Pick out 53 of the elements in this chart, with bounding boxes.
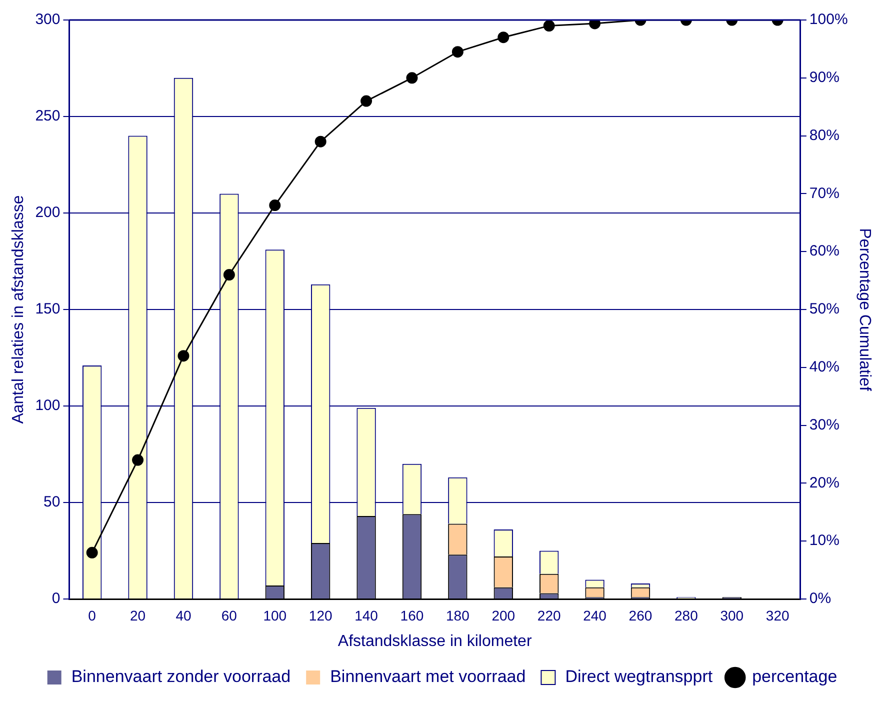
y2-tick-label: 90%: [809, 69, 840, 86]
point: [360, 95, 372, 107]
point: [452, 46, 464, 58]
y2-tick-label: 30%: [809, 416, 840, 434]
y-tick-label: 300: [35, 11, 60, 28]
point: [132, 454, 144, 466]
x-tick-label: 180: [446, 607, 470, 624]
x-tick-label: 40: [176, 607, 192, 624]
legend-label: percentage: [752, 667, 838, 686]
x-tick-label: 300: [720, 607, 744, 624]
y2-tick-label: 80%: [809, 126, 840, 144]
legend-label: Binnenvaart met voorraad: [330, 667, 526, 686]
y2-tick-label: 0%: [809, 590, 832, 608]
point: [86, 546, 98, 558]
point: [589, 20, 601, 30]
legend-label: Binnenvaart zonder voorraad: [71, 667, 291, 686]
legend-label: Direct wegtranspprt: [565, 667, 713, 686]
x-tick-label: 100: [263, 607, 287, 624]
point: [314, 136, 326, 148]
y-tick-label: 200: [35, 204, 60, 222]
x-tick-label: 220: [537, 607, 561, 624]
point: [406, 72, 418, 84]
x-tick-label: 60: [221, 607, 238, 624]
x-tick-label: 280: [674, 607, 698, 624]
x-tick-label: 240: [583, 607, 607, 624]
x-tick-label: 160: [400, 607, 424, 624]
y2-tick-label: 40%: [809, 358, 840, 376]
y2-tick-label: 20%: [809, 474, 840, 492]
y2-tick-label: 70%: [809, 184, 840, 202]
x-axis-title: Afstandsklasse in kilometer: [338, 632, 532, 650]
y-tick-label: 150: [35, 300, 60, 318]
y-tick-label: 0: [52, 590, 60, 608]
y-tick-label: 50: [44, 494, 60, 511]
y-tick-label: 250: [35, 108, 60, 125]
x-tick-label: 140: [354, 607, 378, 624]
x-tick-label: 260: [628, 607, 652, 624]
y-tick-label: 100: [35, 397, 60, 414]
y2-tick-label: 60%: [809, 242, 840, 260]
point: [223, 269, 235, 281]
y2-axis-title: Percentage Cumulatief: [856, 228, 873, 392]
y2-tick-label: 50%: [809, 300, 840, 318]
point: [543, 20, 555, 32]
point: [498, 32, 510, 44]
x-tick-label: 200: [492, 607, 516, 624]
x-tick-label: 320: [766, 607, 790, 624]
y2-tick-label: 100%: [809, 11, 848, 28]
x-tick-label: 0: [88, 607, 96, 624]
point: [178, 350, 190, 362]
x-tick-label: 120: [308, 607, 332, 624]
y2-tick-label: 10%: [809, 532, 840, 550]
point: [269, 200, 281, 212]
y-axis-title: Aantal relaties in afstandsklasse: [10, 195, 28, 424]
x-tick-label: 20: [130, 607, 146, 624]
